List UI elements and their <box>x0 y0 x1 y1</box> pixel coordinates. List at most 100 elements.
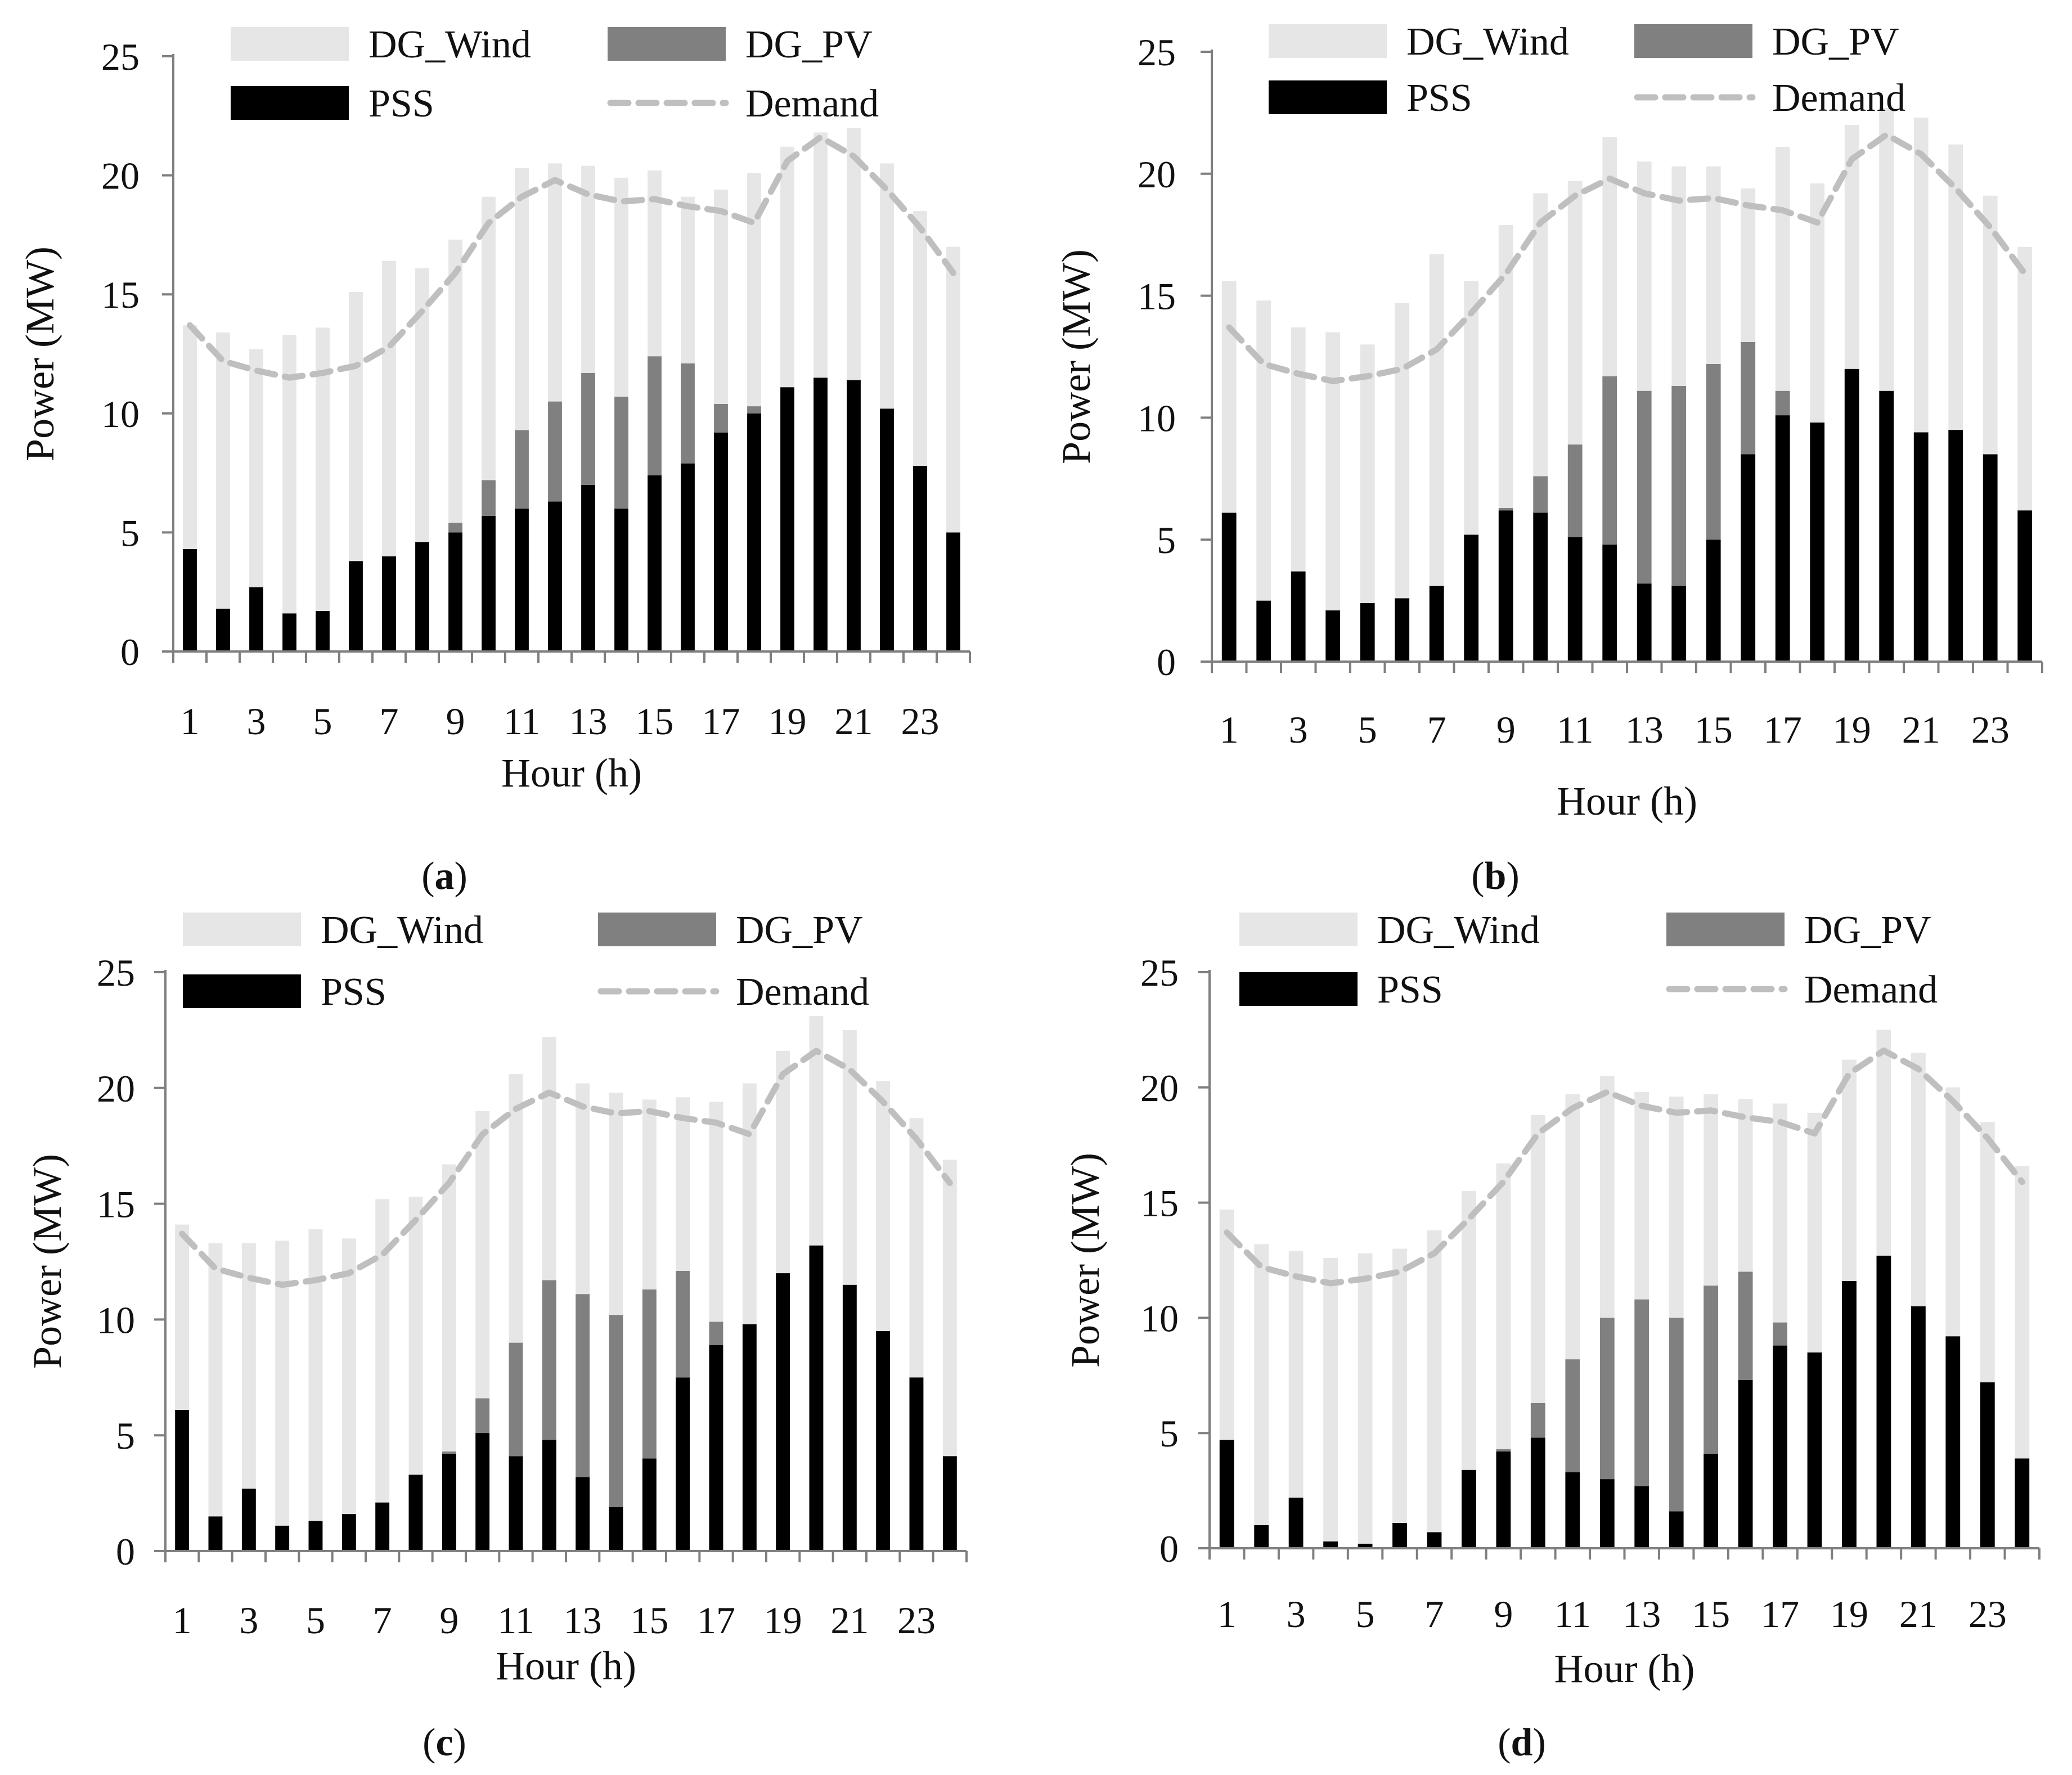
x-tick-label: 19 <box>768 700 807 743</box>
panel-label: (d) <box>1498 1721 1546 1764</box>
bar-pv-h17 <box>709 1322 723 1345</box>
bar-pss-h23 <box>913 465 927 651</box>
bar-pv-h13 <box>581 372 595 485</box>
bar-pss-h13 <box>581 484 595 651</box>
y-tick-label: 15 <box>101 273 140 316</box>
bar-wind-h14 <box>614 177 628 397</box>
y-tick-label: 25 <box>97 951 135 994</box>
bar-pss-h20 <box>1879 390 1894 662</box>
x-axis-title: Hour (h) <box>1557 779 1697 824</box>
legend-label-pv: DG_PV <box>736 909 863 952</box>
bar-pss-h22 <box>876 1331 891 1551</box>
bar-wind-h17 <box>714 190 728 404</box>
bar-pss-h15 <box>1706 540 1721 662</box>
bar-pss-h20 <box>1876 1255 1891 1548</box>
bar-wind-h17 <box>1775 147 1790 391</box>
bar-pss-h17 <box>1773 1345 1787 1548</box>
bar-pss-h18 <box>747 413 761 651</box>
legend-swatch-pss <box>1269 80 1387 114</box>
bar-wind-h2 <box>216 332 230 609</box>
bar-wind-h13 <box>1637 161 1652 391</box>
x-tick-label: 13 <box>569 700 608 743</box>
bar-wind-h16 <box>1741 188 1756 342</box>
x-axis-title: Hour (h) <box>1554 1646 1695 1691</box>
legend-label-demand: Demand <box>736 970 869 1014</box>
bar-wind-h17 <box>709 1102 723 1322</box>
bar-pss-h7 <box>1429 586 1444 662</box>
bar-pss-h19 <box>1842 1280 1857 1548</box>
bar-pss-h3 <box>1291 571 1306 662</box>
legend-label-demand: Demand <box>1772 77 1905 120</box>
y-tick-label: 5 <box>120 511 140 554</box>
x-tick-label: 21 <box>830 1599 869 1642</box>
bar-pv-h9 <box>442 1452 456 1454</box>
bar-pss-h1 <box>1221 513 1237 662</box>
bar-wind-h9 <box>442 1164 456 1452</box>
bar-wind-h22 <box>1945 1087 1961 1337</box>
bar-wind-h22 <box>880 163 894 409</box>
bar-pss-h14 <box>609 1507 623 1551</box>
y-tick-label: 10 <box>101 393 140 435</box>
bar-pss-h14 <box>1671 586 1687 662</box>
bar-wind-h10 <box>1533 193 1548 477</box>
bar-pss-h19 <box>1844 369 1859 662</box>
y-tick-label: 0 <box>116 1530 135 1573</box>
bar-pss-h23 <box>1983 454 1998 662</box>
bar-pss-h19 <box>776 1273 790 1551</box>
y-tick-label: 15 <box>97 1183 135 1226</box>
x-tick-label: 3 <box>1287 1593 1306 1635</box>
bar-pv-h14 <box>609 1315 623 1507</box>
bar-wind-h1 <box>183 325 197 549</box>
bar-pss-h21 <box>1911 1306 1926 1548</box>
bar-pss-h13 <box>1634 1486 1649 1548</box>
bar-pss-h5 <box>308 1521 323 1551</box>
bar-wind-h6 <box>349 292 363 561</box>
bar-wind-h9 <box>448 239 462 523</box>
bar-wind-h8 <box>1462 1191 1476 1470</box>
bar-pss-h7 <box>382 556 396 651</box>
x-tick-label: 11 <box>1554 1593 1591 1635</box>
y-axis-title: Power (MW) <box>17 246 62 461</box>
bar-pss-h4 <box>1323 1541 1338 1548</box>
bar-wind-h6 <box>1395 303 1410 599</box>
bar-wind-h13 <box>576 1083 590 1295</box>
bar-pss-h4 <box>282 613 296 651</box>
x-tick-label: 9 <box>1496 708 1516 751</box>
bar-wind-h3 <box>241 1243 256 1489</box>
bar-pss-h5 <box>1358 1543 1373 1548</box>
bar-wind-h2 <box>1256 300 1271 601</box>
bar-pss-h1 <box>183 549 197 651</box>
x-tick-label: 19 <box>1830 1593 1868 1635</box>
bar-pv-h12 <box>542 1280 556 1440</box>
bar-wind-h11 <box>509 1074 523 1343</box>
bar-pss-h3 <box>249 587 263 651</box>
bar-pss-h14 <box>1669 1511 1684 1548</box>
x-tick-label: 3 <box>239 1599 258 1642</box>
y-tick-label: 25 <box>1138 31 1176 74</box>
bar-pss-h2 <box>208 1516 223 1551</box>
bar-wind-h20 <box>1879 107 1894 391</box>
x-tick-label: 13 <box>564 1599 602 1642</box>
x-tick-label: 21 <box>835 700 873 743</box>
bar-pv-h9 <box>1498 507 1513 511</box>
bar-pss-h21 <box>1913 432 1929 662</box>
bar-pss-h8 <box>1462 1470 1476 1548</box>
bar-pss-h10 <box>1530 1437 1545 1548</box>
bar-pv-h15 <box>642 1289 657 1459</box>
bar-pss-h18 <box>1810 423 1825 662</box>
bar-pss-h1 <box>1219 1440 1234 1548</box>
legend-swatch-pss <box>183 974 301 1008</box>
bar-wind-h17 <box>1773 1103 1787 1323</box>
bar-wind-h6 <box>1392 1248 1407 1523</box>
bar-wind-h12 <box>548 163 562 402</box>
bar-wind-h11 <box>1567 181 1583 445</box>
panel-label: (c) <box>423 1721 466 1764</box>
bar-pss-h8 <box>408 1475 423 1551</box>
bar-pss-h21 <box>842 1284 857 1551</box>
bar-pss-h10 <box>1533 513 1548 662</box>
y-tick-label: 20 <box>101 155 140 197</box>
x-tick-label: 3 <box>1289 708 1308 751</box>
bar-wind-h10 <box>482 196 496 480</box>
bar-pv-h18 <box>747 406 761 414</box>
